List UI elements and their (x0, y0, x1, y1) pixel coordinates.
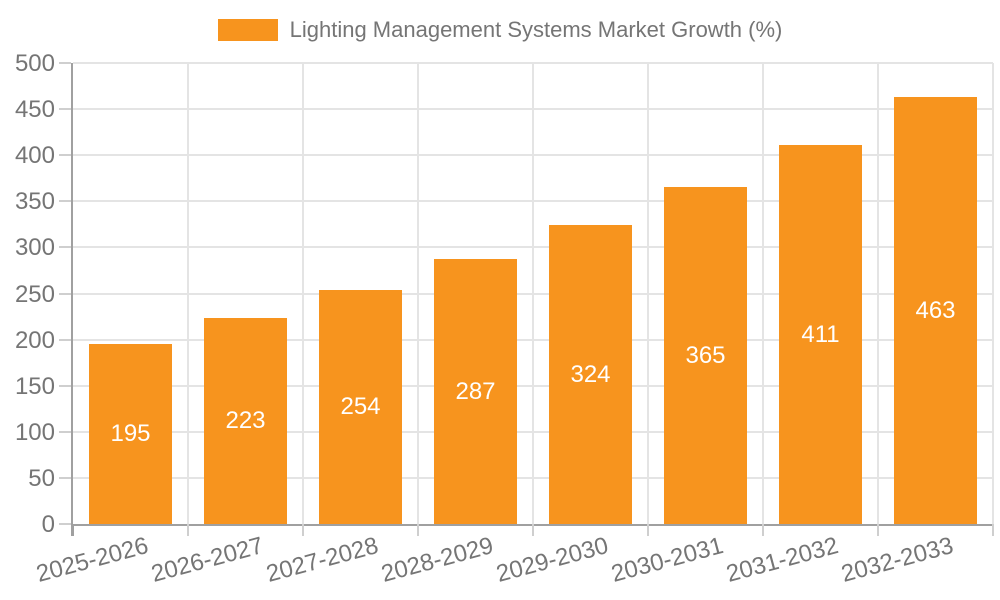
bar-value-label: 223 (225, 407, 266, 434)
x-tick-label: 2027-2028 (263, 532, 381, 588)
y-axis-tick (59, 200, 71, 203)
y-tick-label: 250 (14, 280, 55, 308)
y-tick-label: 350 (14, 188, 55, 216)
y-tick-label: 500 (14, 50, 55, 77)
y-axis-line (71, 63, 73, 536)
gridline-vertical (647, 63, 649, 524)
bar: 195 (89, 344, 172, 524)
y-tick-label: 450 (14, 96, 55, 124)
x-axis-tick (302, 524, 304, 536)
gridline-vertical (762, 63, 764, 524)
bar: 324 (549, 225, 632, 524)
gridline-vertical (532, 63, 534, 524)
y-axis-tick (59, 246, 71, 249)
y-axis-tick (59, 108, 71, 111)
x-axis-tick (992, 524, 994, 536)
y-tick-label: 150 (14, 372, 55, 400)
x-axis-tick (417, 524, 419, 536)
x-axis-tick (532, 524, 534, 536)
gridline-vertical (417, 63, 419, 524)
bar-value-label: 463 (915, 296, 956, 324)
bar: 223 (204, 318, 287, 524)
y-tick-label: 300 (14, 234, 55, 262)
x-tick-label: 2030-2031 (608, 532, 726, 588)
x-axis-tick (187, 524, 189, 536)
gridline-vertical (187, 63, 189, 524)
x-axis-tick (72, 524, 74, 536)
bar-value-label: 254 (340, 393, 381, 420)
x-axis-tick (877, 524, 879, 536)
y-tick-label: 0 (41, 511, 55, 538)
bar-value-label: 365 (685, 341, 726, 369)
bar: 365 (664, 187, 747, 524)
gridline-vertical (877, 63, 879, 524)
bar: 463 (894, 97, 977, 524)
bar-value-label: 287 (455, 377, 496, 405)
y-axis-tick (59, 430, 71, 433)
y-axis-tick (59, 384, 71, 387)
bar: 411 (779, 145, 862, 524)
x-tick-label: 2029-2030 (493, 532, 611, 588)
y-tick-label: 100 (14, 418, 55, 446)
bar-value-label: 324 (570, 360, 611, 388)
plot-area: 195 223 254 287 324 365 411 463 (71, 62, 994, 536)
x-tick-label: 2028-2029 (378, 532, 496, 588)
y-axis-tick (59, 154, 71, 157)
x-axis-tick (762, 524, 764, 536)
x-tick-label: 2031-2032 (723, 532, 841, 588)
gridline-vertical (992, 63, 994, 524)
legend: Lighting Management Systems Market Growt… (0, 17, 1000, 43)
x-tick-label: 2032-2033 (838, 532, 956, 588)
x-axis-tick (647, 524, 649, 536)
legend-label: Lighting Management Systems Market Growt… (289, 17, 783, 42)
bar-value-label: 195 (110, 420, 151, 447)
bar-value-label: 411 (801, 320, 840, 348)
x-tick-label: 2026-2027 (148, 532, 266, 588)
y-axis-tick (59, 523, 71, 525)
legend-swatch (217, 19, 278, 41)
y-axis-tick (59, 62, 71, 64)
y-axis-tick (59, 476, 71, 479)
y-tick-label: 400 (14, 142, 55, 170)
y-tick-label: 200 (14, 326, 55, 354)
x-tick-label: 2025-2026 (33, 532, 151, 588)
y-tick-label: 50 (28, 464, 55, 492)
bar: 254 (319, 290, 402, 524)
bar: 287 (434, 259, 517, 524)
y-axis-tick (59, 292, 71, 295)
y-axis-tick (59, 338, 71, 341)
gridline-vertical (302, 63, 304, 524)
